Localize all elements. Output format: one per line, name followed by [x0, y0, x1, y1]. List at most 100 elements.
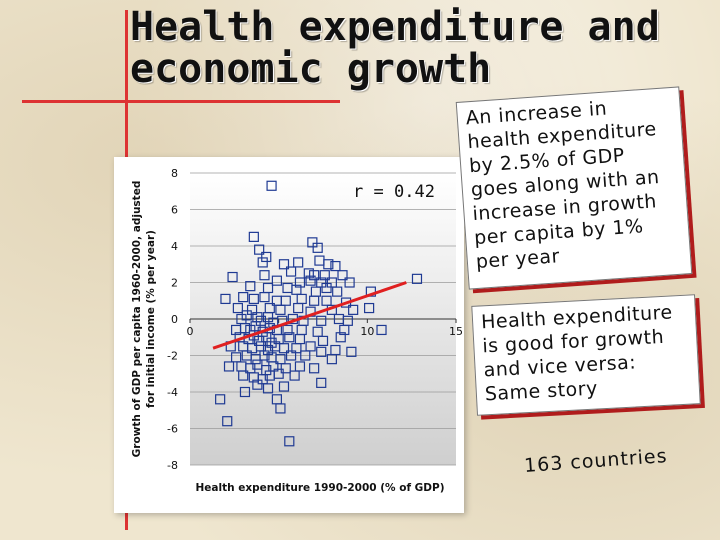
data-point: [280, 363, 291, 374]
data-point: [259, 292, 270, 303]
data-point: [239, 323, 251, 334]
data-point: [273, 333, 284, 345]
data-point: [289, 370, 300, 381]
data-point: [291, 343, 302, 354]
data-point: [238, 292, 249, 303]
data-point: [309, 295, 320, 306]
data-point: [309, 363, 320, 374]
data-point: [262, 344, 274, 356]
data-point: [326, 277, 337, 288]
data-point: [300, 350, 311, 361]
x-tick-label: 0: [187, 325, 194, 338]
data-point: [305, 275, 316, 286]
y-tick-label: -4: [167, 386, 178, 399]
data-point: [262, 312, 274, 323]
data-point: [241, 310, 252, 321]
data-point: [344, 277, 355, 288]
data-point: [284, 436, 295, 447]
trendline: [212, 281, 407, 350]
data-point: [307, 237, 318, 248]
y-axis-label: Growth of GDP per capita 1960-2000, adju…: [131, 181, 157, 458]
data-point: [232, 302, 243, 314]
data-point: [337, 270, 348, 281]
data-point: [231, 352, 242, 363]
slide-title: Health expenditure and economic growth: [130, 4, 660, 92]
data-point: [266, 337, 277, 348]
data-point: [238, 370, 249, 381]
data-point: [227, 271, 238, 283]
data-point: [376, 324, 387, 336]
data-point: [275, 354, 286, 365]
x-axis-label: Health expenditure 1990-2000 (% of GDP): [195, 482, 444, 494]
data-point: [321, 282, 332, 294]
x-tick-label: 10: [360, 325, 374, 338]
data-point: [223, 361, 235, 372]
data-point: [220, 293, 231, 305]
data-point: [346, 346, 357, 357]
callout-box-growth: An increase in health expenditure by 2.5…: [455, 86, 693, 290]
data-point: [319, 270, 330, 281]
data-point: [326, 354, 337, 365]
data-point: [316, 377, 327, 388]
data-point: [312, 326, 323, 337]
data-point: [261, 332, 272, 343]
scatter-chart-svg: -8 -6 -4 -2 0 2 4 6 8 0 10 15 Growth of GDP per cap…: [131, 167, 463, 494]
data-point: [291, 284, 302, 295]
y-tick-label: 4: [171, 240, 178, 253]
data-point: [364, 302, 375, 314]
data-point: [316, 315, 327, 326]
data-point: [348, 304, 359, 315]
x-tick-label: 15: [449, 325, 463, 338]
data-point: [321, 295, 332, 306]
data-point: [316, 277, 327, 288]
data-point: [252, 379, 263, 390]
data-point: [282, 324, 293, 336]
data-point: [273, 368, 284, 379]
data-point: [252, 359, 263, 370]
callout-text-same-story: Health expenditure is good for growth an…: [480, 301, 674, 406]
data-point: [293, 257, 304, 268]
y-tick-label: 6: [171, 204, 178, 217]
data-point: [309, 270, 320, 281]
data-point: [330, 260, 341, 272]
data-point: [278, 343, 290, 354]
data-point: [257, 257, 268, 268]
data-point: [275, 304, 286, 315]
data-point: [278, 259, 290, 270]
data-point: [245, 281, 256, 292]
data-point: [285, 266, 297, 277]
data-point: [305, 341, 316, 352]
data-point: [339, 324, 350, 336]
title-underline: [22, 100, 340, 103]
y-tick-label: -2: [167, 350, 178, 363]
data-point: [259, 350, 270, 361]
data-point: [271, 275, 282, 286]
data-point: [294, 277, 306, 288]
data-point: [266, 180, 277, 191]
data-point: [316, 346, 327, 357]
data-point: [262, 383, 274, 394]
callout-text-growth: An increase in health expenditure by 2.5…: [465, 97, 661, 273]
scatter-chart: -8 -6 -4 -2 0 2 4 6 8 0 10 15 Growth of GDP per cap…: [114, 157, 464, 513]
data-point: [294, 361, 306, 372]
y-tick-label: -8: [167, 459, 178, 472]
data-point: [246, 304, 258, 315]
data-point: [257, 374, 268, 385]
data-point: [239, 386, 251, 398]
data-point: [285, 350, 297, 361]
data-point: [248, 231, 259, 242]
data-point: [222, 416, 233, 427]
data-point: [275, 403, 286, 414]
callout-box-same-story: Health expenditure is good for growth an…: [471, 294, 701, 416]
correlation-annotation: r = 0.42: [353, 182, 435, 202]
data-point: [215, 394, 226, 405]
data-point: [312, 242, 323, 253]
y-tick-label: 0: [171, 313, 178, 326]
data-point: [254, 335, 265, 346]
data-point: [284, 332, 295, 343]
y-tick-label: 8: [171, 167, 178, 180]
data-point: [323, 259, 334, 270]
data-point: [255, 315, 267, 326]
data-point: [293, 302, 304, 314]
y-tick-label: -6: [167, 423, 178, 436]
